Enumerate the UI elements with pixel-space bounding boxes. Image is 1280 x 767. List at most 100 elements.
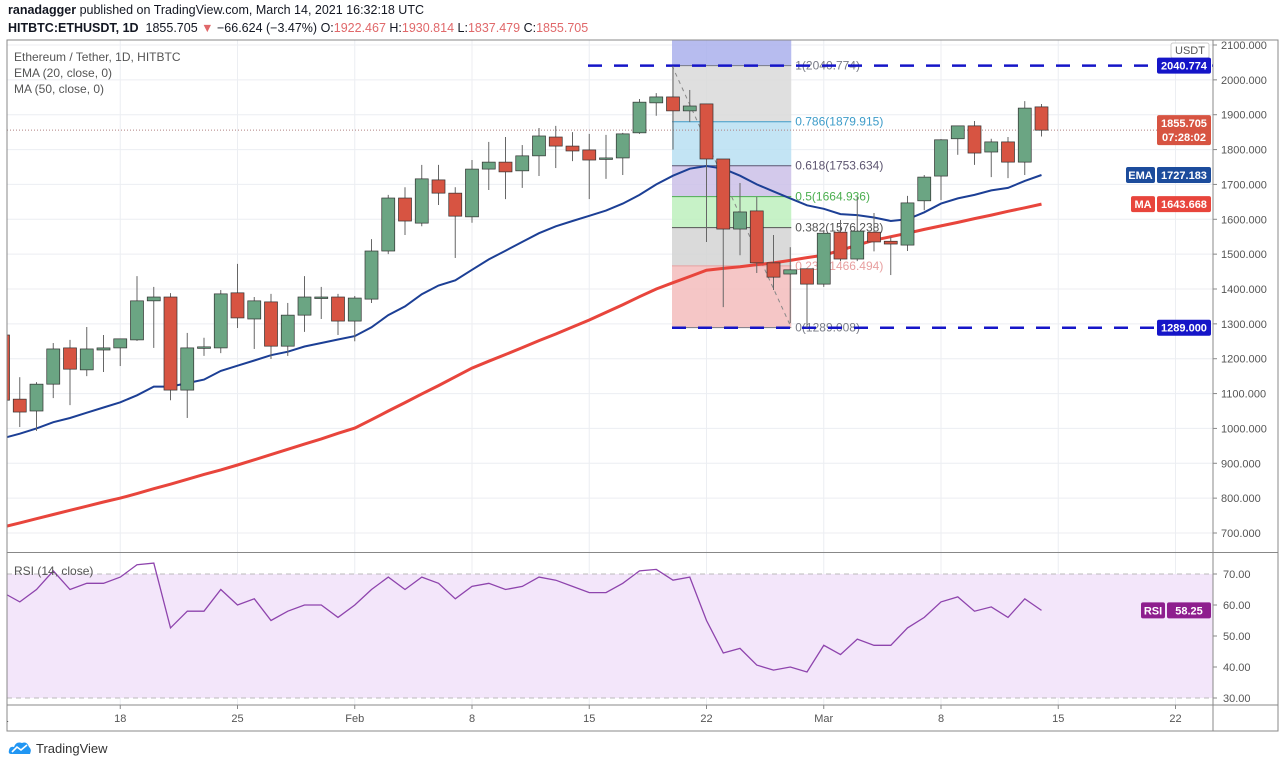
bullish-candle[interactable]	[297, 296, 312, 316]
bullish-candle[interactable]	[615, 133, 630, 159]
bearish-candle[interactable]	[766, 262, 781, 278]
bullish-candle[interactable]	[113, 338, 128, 349]
bullish-candle[interactable]	[465, 168, 479, 218]
rsi-legend[interactable]: RSI (14, close)	[14, 564, 94, 578]
fib-retracement[interactable]: 1(2040.774)0.786(1879.915)0.618(1753.634…	[671, 40, 883, 335]
bearish-candle[interactable]	[699, 103, 714, 160]
ma50-line[interactable]	[3, 202, 1042, 528]
rsi-tag	[1141, 602, 1165, 619]
bearish-candle[interactable]	[12, 398, 27, 413]
bullish-candle[interactable]	[649, 96, 664, 104]
bullish-candle[interactable]	[347, 297, 362, 322]
time-tick-label: 22	[1169, 713, 1181, 725]
ma-legend[interactable]: MA (50, close, 0)	[14, 82, 105, 96]
bearish-candle[interactable]	[264, 301, 278, 347]
bearish-candle[interactable]	[0, 334, 10, 401]
bullish-candle[interactable]	[247, 300, 262, 320]
tradingview-cloud-icon	[8, 742, 31, 754]
bullish-candle[interactable]	[532, 135, 546, 157]
bearish-candle[interactable]	[1034, 106, 1049, 131]
last-price-badge	[1157, 115, 1211, 146]
bullish-candle[interactable]	[29, 383, 44, 412]
ma-badge	[1157, 196, 1211, 213]
bearish-candle[interactable]	[749, 210, 764, 264]
bearish-candle[interactable]	[230, 292, 245, 319]
bullish-candle[interactable]	[816, 232, 831, 285]
bearish-candle[interactable]	[548, 136, 563, 147]
rsi-tick-label: 40.00	[1223, 662, 1251, 674]
bullish-candle[interactable]	[280, 314, 295, 347]
rsi-line[interactable]	[3, 562, 1042, 673]
chart-title[interactable]: Ethereum / Tether, 1D, HITBTC	[14, 50, 181, 64]
bearish-candle[interactable]	[582, 149, 597, 161]
bullish-candle[interactable]	[79, 348, 94, 371]
bullish-candle[interactable]	[364, 250, 379, 300]
bullish-candle[interactable]	[414, 178, 429, 224]
bearish-candle[interactable]	[63, 347, 77, 370]
bearish-candle[interactable]	[883, 240, 898, 245]
bullish-candle[interactable]	[632, 101, 647, 134]
bullish-candle[interactable]	[46, 348, 61, 385]
price-tick-label: 800.000	[1221, 493, 1261, 505]
bearish-candle[interactable]	[448, 192, 463, 217]
fib-extension-zone	[672, 40, 792, 66]
bullish-candle[interactable]	[130, 300, 144, 341]
main-pane[interactable]	[0, 64, 1213, 528]
bullish-candle[interactable]	[850, 230, 865, 260]
bullish-candle[interactable]	[984, 141, 999, 153]
bearish-candle[interactable]	[431, 179, 446, 194]
bullish-candle[interactable]	[917, 176, 932, 202]
bearish-candle[interactable]	[666, 96, 680, 112]
ema-legend[interactable]: EMA (20, close, 0)	[14, 66, 113, 80]
bearish-candle[interactable]	[716, 158, 731, 230]
fib-zone	[672, 121, 792, 166]
bullish-candle[interactable]	[314, 296, 329, 299]
fib-zone	[672, 196, 792, 228]
publish-text: published on TradingView.com, March 14, …	[76, 3, 424, 17]
bullish-candle[interactable]	[180, 347, 195, 391]
time-axis[interactable]: 11 18 25 Feb 8 15 22 Mar 8 15 22	[0, 705, 1182, 725]
bullish-candle[interactable]	[934, 139, 948, 177]
high-value: 1930.814	[401, 21, 455, 35]
bullish-candle[interactable]	[900, 202, 915, 246]
ema20-line[interactable]	[3, 164, 1042, 439]
bullish-candle[interactable]	[197, 346, 211, 349]
price-badges: USDT 2040.774 1855.705 07:28:02 EMA 1727.183 M…	[1126, 42, 1211, 619]
bullish-candle[interactable]	[950, 125, 965, 140]
bullish-candle[interactable]	[783, 269, 798, 275]
rsi-tag-text: RSI	[1144, 605, 1162, 617]
bearish-candle[interactable]	[967, 125, 982, 154]
bearish-candle[interactable]	[867, 231, 881, 243]
bullish-candle[interactable]	[146, 296, 161, 302]
bearish-candle[interactable]	[1001, 141, 1015, 163]
bearish-candle[interactable]	[498, 161, 513, 173]
bullish-candle[interactable]	[481, 161, 496, 170]
close-value: 1855.705	[536, 21, 589, 35]
last-price: 1855.705	[145, 21, 198, 35]
bearish-candle[interactable]	[833, 231, 848, 260]
author-name[interactable]: ranadagger	[8, 3, 77, 17]
bullish-candle[interactable]	[96, 347, 111, 351]
rsi-tick-label: 50.00	[1223, 631, 1251, 643]
bearish-candle[interactable]	[800, 268, 814, 285]
bullish-candle[interactable]	[515, 155, 530, 172]
bullish-candle[interactable]	[213, 293, 228, 349]
bearish-candle[interactable]	[163, 296, 178, 391]
price-change: −66.624 (−3.47%)	[217, 21, 318, 35]
bearish-candle[interactable]	[565, 145, 580, 152]
bearish-candle[interactable]	[398, 197, 412, 222]
ma-tag	[1131, 196, 1155, 213]
bullish-candle[interactable]	[682, 105, 697, 112]
rsi-tick-label: 30.00	[1223, 693, 1251, 705]
bearish-candle[interactable]	[331, 296, 345, 322]
tradingview-logo[interactable]: TradingView	[8, 740, 108, 756]
last-price-badge-text: 1855.705	[1161, 118, 1207, 130]
bullish-candle[interactable]	[733, 211, 747, 230]
rsi-pane[interactable]	[3, 562, 1213, 699]
price-tick-label: 1400.000	[1221, 284, 1267, 296]
symbol-label: HITBTC:ETHUSDT, 1D	[8, 21, 139, 35]
bullish-candle[interactable]	[381, 197, 396, 252]
bullish-candle[interactable]	[599, 157, 613, 160]
bullish-candle[interactable]	[1017, 107, 1032, 163]
